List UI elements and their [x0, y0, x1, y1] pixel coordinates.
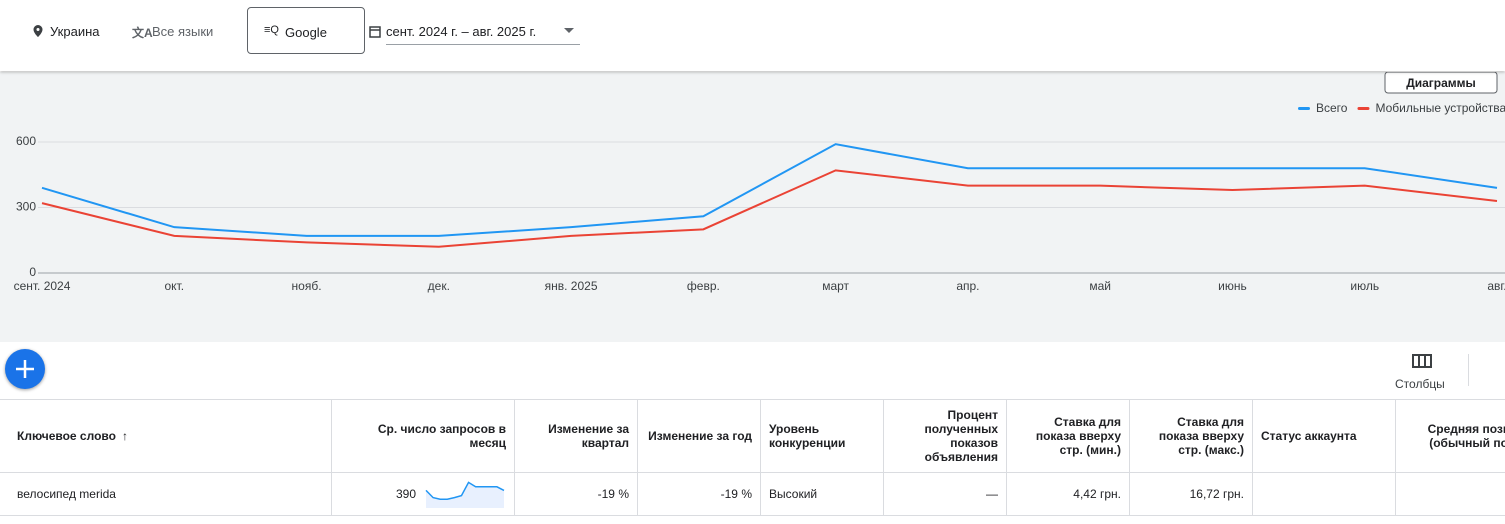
dropdown-arrow [564, 28, 574, 33]
table-cell [1395, 473, 1505, 515]
plus-icon [16, 360, 34, 378]
calendar-icon [369, 26, 381, 38]
column-header: Ставка для показа вверху стр. (макс.) [1129, 400, 1252, 472]
sort-icon: ↑ [121, 429, 128, 443]
x-tick-label: июнь [1218, 279, 1247, 293]
cell-text: — [986, 487, 998, 501]
table-cell: 4,42 грн. [1006, 473, 1129, 515]
header-text: Изменение за год [648, 429, 752, 443]
network-button[interactable]: ≡Q Google [247, 7, 365, 54]
y-tick-label: 300 [16, 200, 36, 214]
table-cell: 16,72 грн. [1129, 473, 1252, 515]
header-row: Ключевое слово ↑ Ср. число запросов в меся… [0, 399, 1505, 473]
sparkline-line [425, 481, 505, 500]
x-tick-label: авг. [1487, 279, 1505, 293]
x-tick-label: дек. [428, 279, 450, 293]
top-bar: Украина 文A Все языки ≡Q Google сент. 202… [0, 0, 1505, 71]
header-text: Процент полученных показов объявления [924, 408, 998, 464]
x-tick-label: окт. [164, 279, 184, 293]
location[interactable]: Украина [50, 24, 100, 39]
columns-icon [1412, 354, 1432, 368]
header-text: Уровень конкуренции [769, 422, 846, 450]
x-tick-label: апр. [956, 279, 979, 293]
y-tick-label: 0 [29, 265, 36, 279]
header-text: Ставка для показа вверху стр. (мин.) [1035, 415, 1121, 457]
chart: Диаграммы 0 300 600 сент. 2024 окт. нояб. дек.… [14, 71, 1505, 293]
language[interactable]: Все языки [152, 24, 214, 39]
table-cell: -19 % [637, 473, 760, 515]
network: Google [285, 25, 327, 40]
x-tick-label: март [822, 279, 849, 293]
column-header: Изменение за квартал [514, 400, 637, 472]
header-text: Изменение за квартал [548, 422, 629, 450]
chart-area: Диаграммы 0 300 600 сент. 2024 окт. нояб. дек.… [0, 71, 1505, 342]
cell-text: 4,42 грн. [1073, 487, 1121, 501]
column-header: Уровень конкуренции [760, 400, 883, 472]
y-tick-label: 600 [16, 134, 36, 148]
x-tick-label: сент. 2024 [14, 279, 71, 293]
table-cell: -19 % [514, 473, 637, 515]
cell-text: 390 [395, 487, 416, 501]
date-range: сент. 2024 г. – авг. 2025 г. [386, 24, 537, 39]
column-header: Средняя позиция (обычный поиск) [1395, 400, 1505, 472]
legend-label: Всего [1316, 101, 1348, 115]
header-text: Средняя позиция (обычный поиск) [1427, 422, 1505, 450]
column-header: Ключевое слово ↑ [0, 400, 331, 472]
legend-swatch [1298, 107, 1310, 110]
table-cell: Высокий [760, 473, 883, 515]
x-tick-label: май [1089, 279, 1111, 293]
cell-text: Высокий [769, 487, 818, 501]
header-text: Ставка для показа вверху стр. (макс.) [1158, 415, 1244, 457]
column-header: Изменение за год [637, 400, 760, 472]
column-header: Ср. число запросов в месяц [331, 400, 514, 472]
cell-text: 16,72 грн. [1189, 487, 1244, 501]
charts-button-label: Диаграммы [1406, 76, 1476, 90]
table-cell [1252, 473, 1395, 515]
charts-button[interactable] [1384, 71, 1498, 94]
header-text: Ср. число запросов в месяц [377, 422, 506, 450]
legend-label: Мобильные устройства [1375, 101, 1505, 115]
x-tick-label: февр. [687, 279, 720, 293]
cell-text: -19 % [720, 487, 752, 501]
x-tick-label: нояб. [292, 279, 322, 293]
table-toolbar: Столбцы [0, 342, 1505, 399]
x-tick-label: янв. 2025 [545, 279, 598, 293]
cell-text: велосипед merida [17, 487, 116, 501]
column-header: Статус аккаунта [1252, 400, 1395, 472]
sparkline [425, 481, 505, 508]
table-cell: 390 [331, 473, 514, 515]
cell-text: -19 % [597, 487, 629, 501]
date-range-select[interactable]: сент. 2024 г. – авг. 2025 г. [386, 16, 580, 45]
divider [1468, 354, 1469, 386]
column-header: Ставка для показа вверху стр. (мин.) [1006, 400, 1129, 472]
x-tick-label: июль [1350, 279, 1379, 293]
table-cell: — [883, 473, 1006, 515]
sparkline-area [426, 482, 504, 508]
column-header: Процент полученных показов объявления [883, 400, 1006, 472]
add-button[interactable] [5, 349, 45, 389]
series-line [41, 143, 1498, 237]
header-text: Статус аккаунта [1261, 429, 1357, 443]
series-line [41, 169, 1498, 248]
translate-icon: 文A [132, 26, 153, 40]
legend-swatch [1357, 107, 1370, 110]
data-row: велосипед merida 390 -19 % -19 % Высокий — 4,4… [0, 472, 1505, 516]
header-text[interactable]: Ключевое слово [17, 429, 116, 443]
columns-label[interactable]: Столбцы [1395, 377, 1445, 391]
table-cell: велосипед merida [0, 473, 331, 515]
pin-icon [33, 25, 43, 37]
network-icon: ≡Q [264, 24, 279, 36]
